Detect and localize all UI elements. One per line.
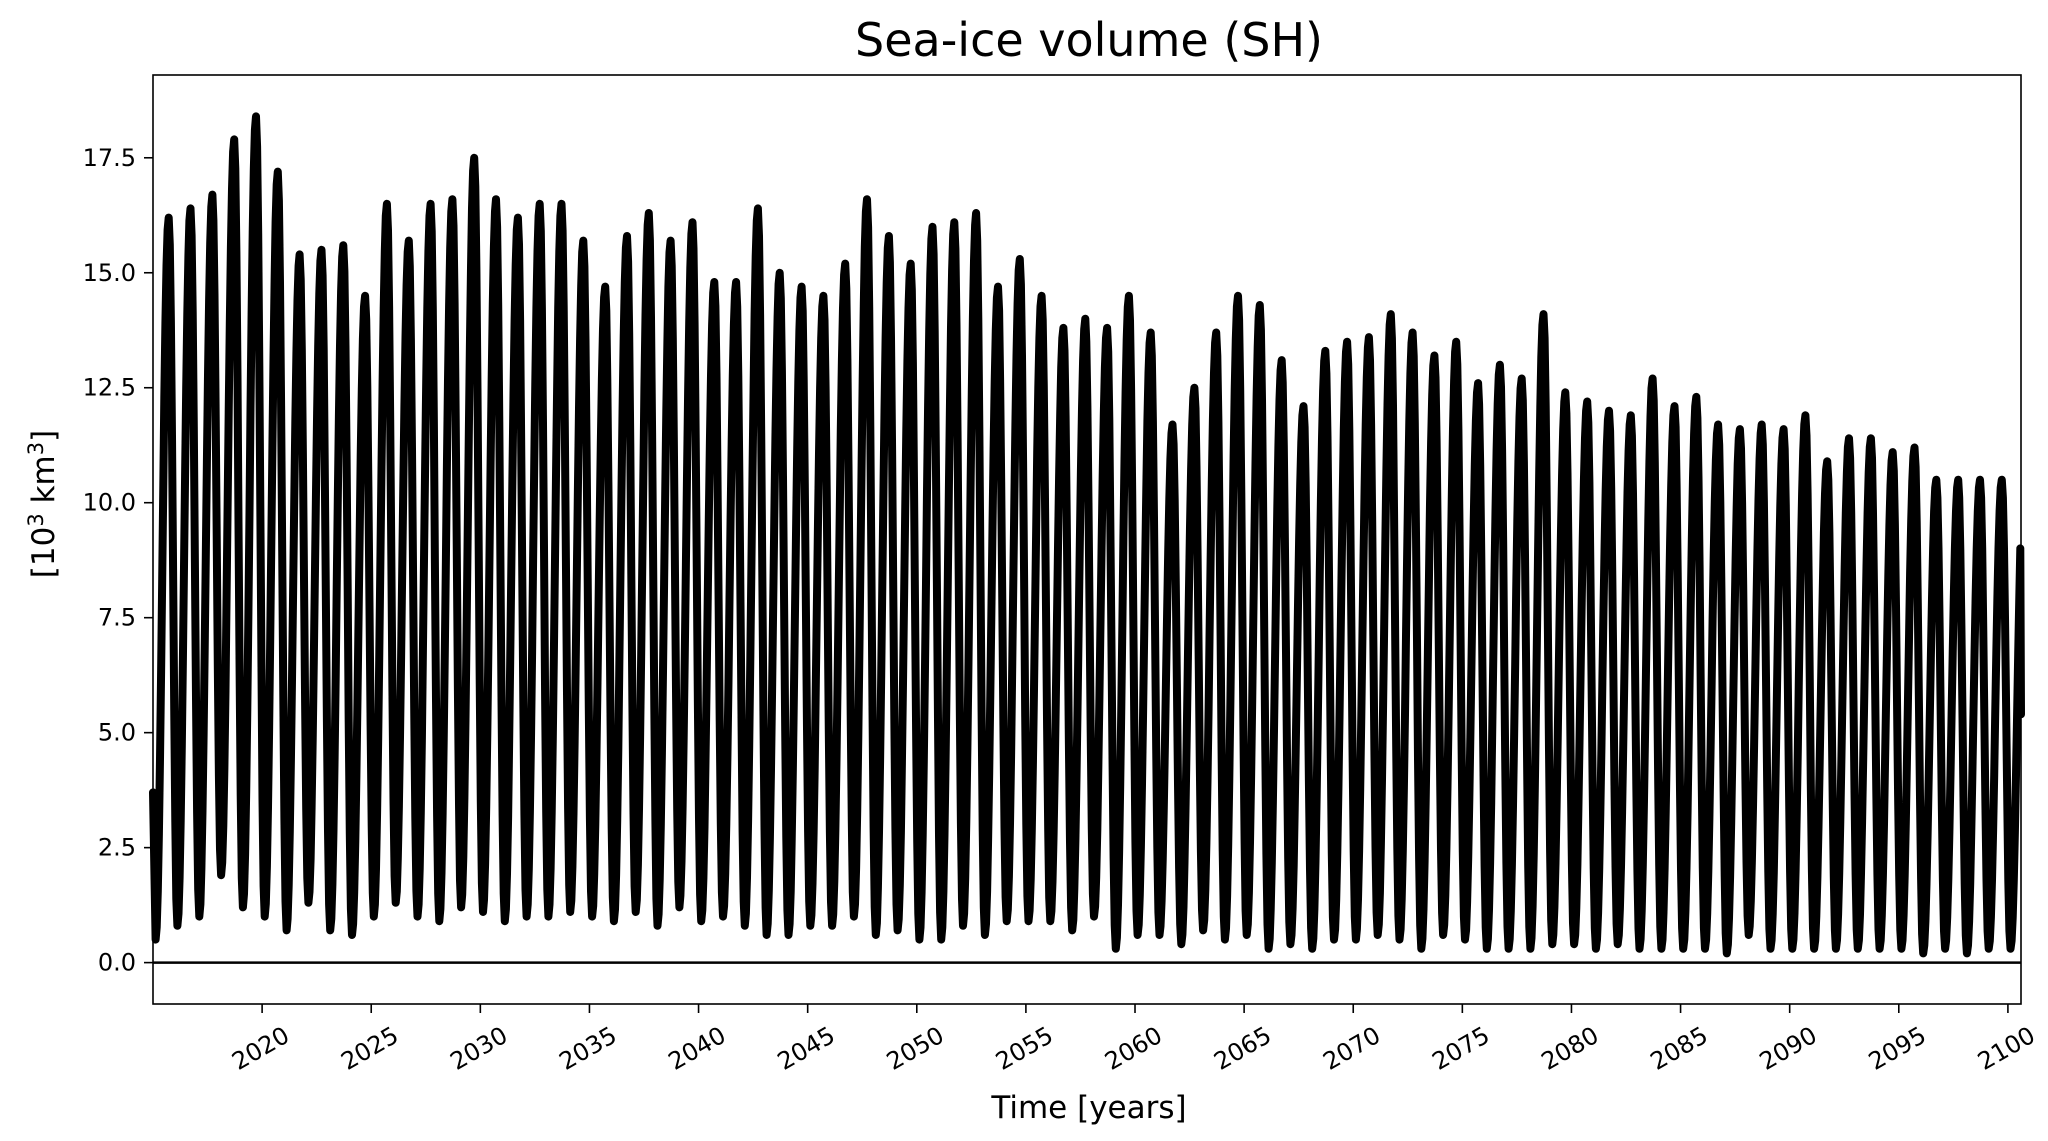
y-tick-label: 0.0: [98, 949, 136, 977]
y-tick-label: 2.5: [98, 834, 136, 862]
y-tick-label: 12.5: [83, 374, 136, 402]
y-tick-label: 7.5: [98, 604, 136, 632]
x-axis-label: Time [years]: [990, 1090, 1186, 1126]
axes-frame: [152, 74, 2022, 1005]
y-tick-label: 10.0: [83, 489, 136, 517]
series-line-sea-ice-volume: [149, 112, 2025, 958]
y-axis-ticks: 0.0 2.5 5.0 7.5 10.0 12.5 15.0 17.5: [83, 144, 153, 977]
y-axis-label: [103 km3]: [24, 430, 62, 578]
y-tick-label: 5.0: [98, 719, 136, 747]
y-tick-label: 15.0: [83, 259, 136, 287]
y-tick-label: 17.5: [83, 144, 136, 172]
chart-title: Sea-ice volume (SH): [855, 13, 1323, 67]
